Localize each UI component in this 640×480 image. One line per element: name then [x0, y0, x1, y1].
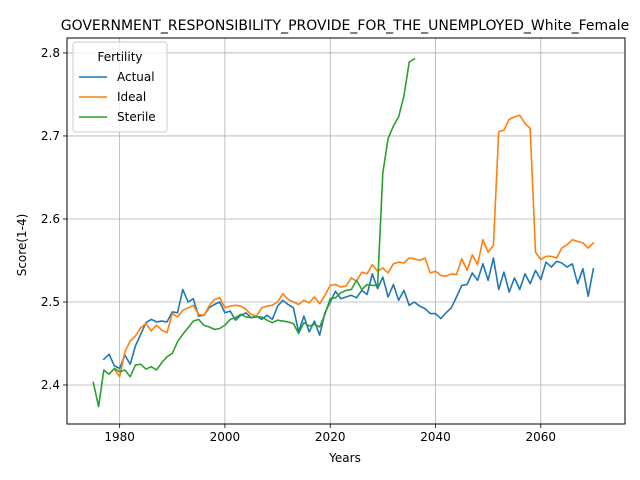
x-tick-label: 2000	[210, 430, 241, 444]
y-tick-label: 2.7	[41, 129, 60, 143]
x-axis-label: Years	[328, 451, 361, 465]
grid-lines	[67, 38, 625, 424]
legend-box	[72, 41, 168, 133]
y-tick-label: 2.5	[41, 295, 60, 309]
legend: Fertility Actual Ideal Sterile	[72, 41, 168, 133]
x-tick-label: 2060	[526, 430, 557, 444]
legend-label-ideal: Ideal	[117, 90, 146, 104]
x-tick-label: 2040	[420, 430, 451, 444]
x-tick-label: 2020	[315, 430, 346, 444]
series-line-sterile	[92, 57, 416, 408]
x-axis-ticks: 1980 2000 2020 2040 2060	[104, 424, 556, 444]
series-line-actual	[102, 257, 595, 370]
x-tick-label: 1980	[104, 430, 135, 444]
y-tick-label: 2.8	[41, 46, 60, 60]
series-line-ideal	[113, 114, 595, 378]
y-tick-label: 2.6	[41, 212, 60, 226]
legend-label-actual: Actual	[117, 70, 155, 84]
legend-items: Actual Ideal Sterile	[79, 70, 156, 124]
chart-title: GOVERNMENT_RESPONSIBILITY_PROVIDE_FOR_TH…	[61, 18, 630, 34]
y-axis-ticks: 2.4 2.5 2.6 2.7 2.8	[41, 46, 67, 392]
y-tick-label: 2.4	[41, 378, 60, 392]
y-axis-label: Score(1-4)	[15, 214, 29, 277]
legend-label-sterile: Sterile	[117, 110, 156, 124]
legend-title: Fertility	[97, 50, 142, 64]
plot-frame	[66, 37, 626, 425]
series-group	[92, 57, 595, 408]
